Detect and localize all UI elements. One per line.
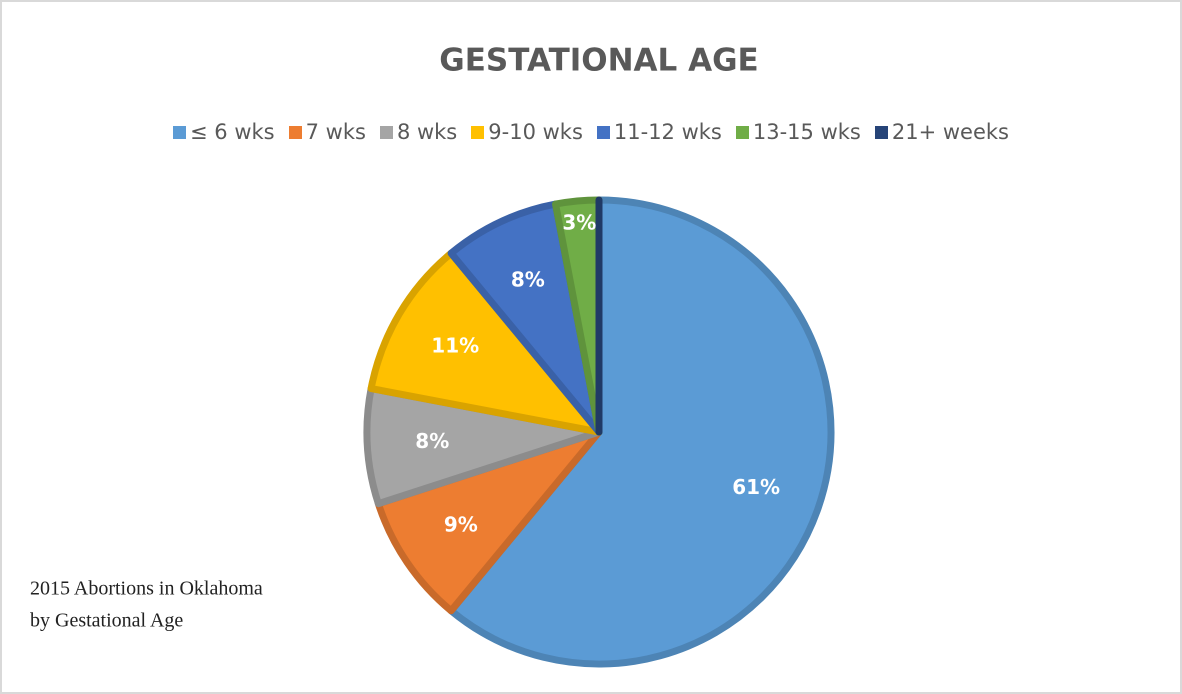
legend-item: 8 wks	[379, 120, 458, 144]
legend-swatch	[735, 125, 749, 139]
legend-label: ≤ 6 wks	[190, 120, 275, 144]
legend-label: 9-10 wks	[488, 120, 583, 144]
legend-item: 13-15 wks	[735, 120, 861, 144]
legend-label: 11-12 wks	[613, 120, 722, 144]
data-label: 11%	[431, 333, 479, 357]
legend-label: 21+ weeks	[891, 120, 1009, 144]
legend-item: 21+ weeks	[874, 120, 1009, 144]
annotation: by Gestational Age	[30, 610, 183, 632]
pie-slice	[363, 385, 603, 508]
legend-swatch	[379, 125, 393, 139]
pie-slice	[367, 249, 603, 436]
pie-slice	[447, 200, 603, 436]
legend-item: ≤ 6 wks	[173, 120, 275, 144]
legend-item: 9-10 wks	[471, 120, 583, 144]
legend-label: 13-15 wks	[752, 120, 861, 144]
legend-swatch	[596, 125, 610, 139]
data-label: 9%	[444, 512, 478, 536]
pie-slice	[374, 428, 603, 615]
legend-swatch	[288, 125, 302, 139]
data-label: 8%	[415, 429, 449, 453]
legend-label: 7 wks	[305, 120, 366, 144]
legend-swatch	[173, 125, 187, 139]
chart-title: GESTATIONAL AGE	[439, 43, 758, 79]
legend-swatch	[874, 125, 888, 139]
data-label: 61%	[732, 475, 780, 499]
legend-item: 7 wks	[288, 120, 366, 144]
annotation: 2015 Abortions in Oklahoma	[30, 578, 263, 600]
data-label: 8%	[511, 267, 545, 291]
legend-label: 8 wks	[396, 120, 458, 144]
pie-slice	[447, 196, 835, 668]
data-label: 3%	[562, 211, 596, 235]
legend-item: 11-12 wks	[596, 120, 722, 144]
legend-swatch	[471, 125, 485, 139]
legend: ≤ 6 wks 7 wks 8 wks 9-10 wks 11-12 wks 13-15 …	[2, 120, 1180, 144]
